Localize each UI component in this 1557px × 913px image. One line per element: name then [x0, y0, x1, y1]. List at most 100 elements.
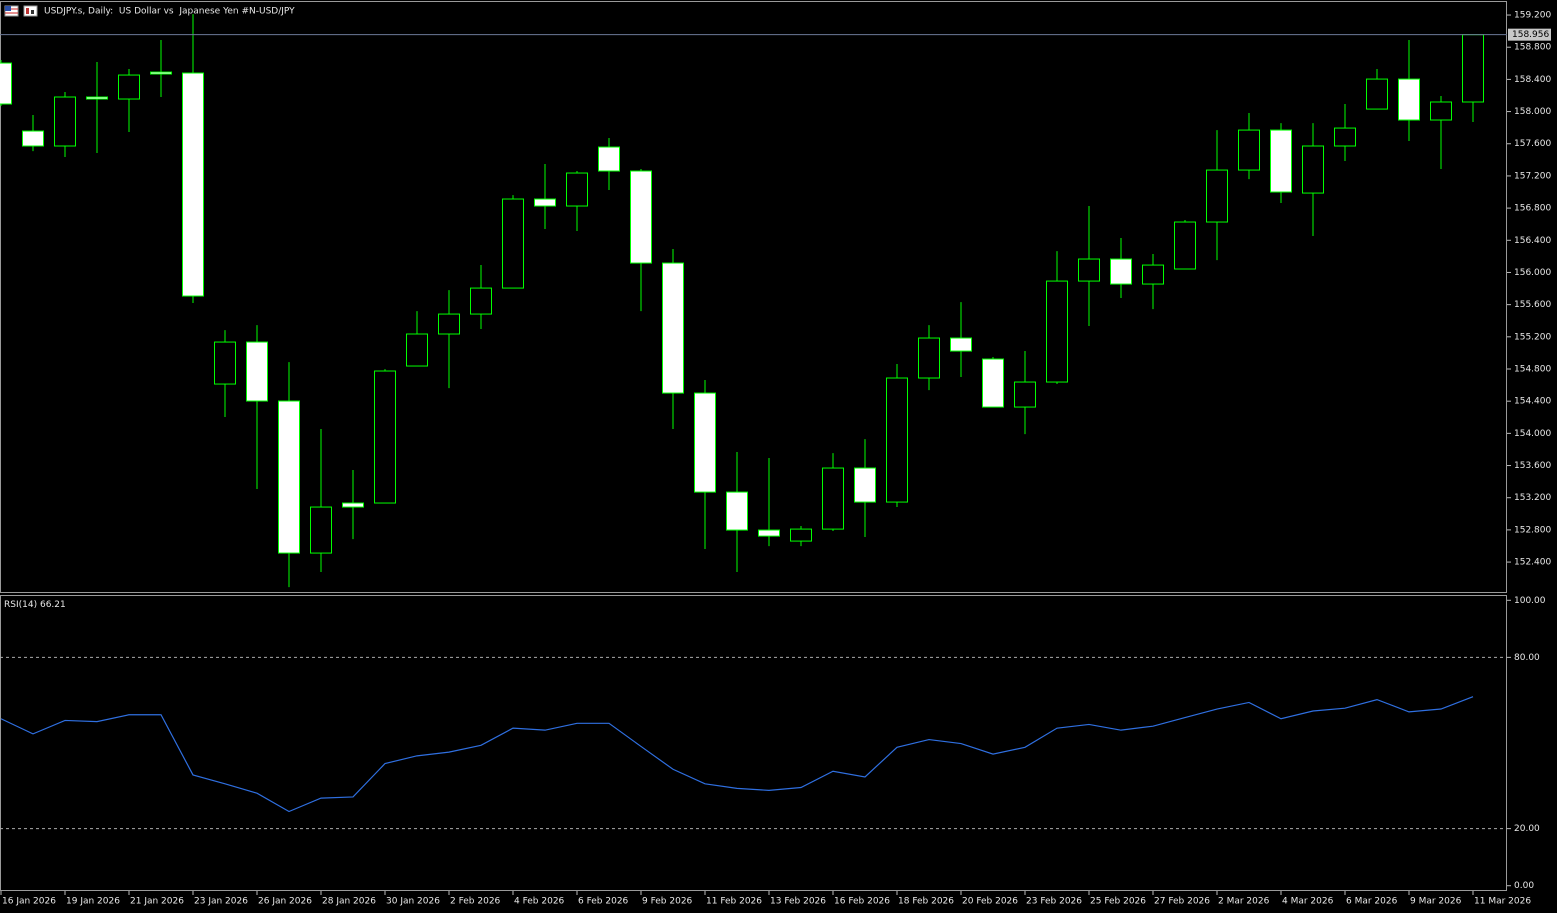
- candle-body: [1174, 221, 1196, 270]
- x-tick-label: 20 Feb 2026: [962, 897, 1018, 907]
- x-tick-label: 28 Jan 2026: [322, 897, 376, 907]
- candle-body: [854, 467, 876, 503]
- candle-body: [246, 341, 268, 402]
- x-tick-label: 9 Feb 2026: [642, 897, 693, 907]
- x-tick-label: 16 Feb 2026: [834, 897, 890, 907]
- main-pane: [0, 14, 1507, 588]
- icon-chart: [23, 5, 38, 17]
- candle-body: [342, 502, 364, 508]
- x-tick-label: 6 Feb 2026: [578, 897, 629, 907]
- x-tick-label: 18 Feb 2026: [898, 897, 954, 907]
- candle-body: [662, 262, 684, 394]
- chart-title: USDJPY.s, Daily: US Dollar vs Japanese Y…: [44, 7, 295, 17]
- candle-body: [1238, 129, 1260, 171]
- rsi-name: RSI(14): [4, 600, 37, 610]
- candle-body: [118, 74, 140, 100]
- candle-body: [534, 198, 556, 207]
- y-tick-label: 156.400: [1514, 236, 1551, 246]
- rsi-title: RSI(14) 66.21: [4, 600, 66, 610]
- main-pane-border: [0, 1, 1507, 593]
- candle-body: [630, 170, 652, 264]
- candle-body: [406, 333, 428, 367]
- candle-body: [1270, 129, 1292, 193]
- y-tick-label: 157.600: [1514, 139, 1551, 149]
- candle-body: [886, 377, 908, 503]
- y-tick-label: 153.200: [1514, 493, 1551, 503]
- candle-body: [1398, 78, 1420, 121]
- icon-chart-bar: [26, 8, 29, 14]
- x-tick-label: 21 Jan 2026: [130, 897, 184, 907]
- x-tick-label: 23 Jan 2026: [194, 897, 248, 907]
- x-tick-label: 23 Feb 2026: [1026, 897, 1082, 907]
- candle-body: [1142, 264, 1164, 285]
- candle-body: [278, 400, 300, 554]
- candle-body: [374, 370, 396, 504]
- x-tick-label: 16 Jan 2026: [2, 897, 56, 907]
- icon-flag-canton: [5, 6, 11, 11]
- candle-body: [598, 146, 620, 172]
- y-tick-label: 20.00: [1514, 824, 1540, 834]
- x-tick-label: 2 Feb 2026: [450, 897, 501, 907]
- y-tick-label: 158.800: [1514, 43, 1551, 53]
- candle-body: [470, 287, 492, 315]
- candle-body: [1046, 280, 1068, 383]
- y-tick-label: 156.000: [1514, 268, 1551, 278]
- candle-body: [790, 528, 812, 542]
- price-label: 158.956: [1512, 30, 1549, 40]
- candle-body: [310, 506, 332, 554]
- candle-body: [982, 358, 1004, 408]
- y-tick-label: 80.00: [1514, 653, 1540, 663]
- y-tick-label: 157.200: [1514, 171, 1551, 181]
- x-tick-label: 13 Feb 2026: [770, 897, 826, 907]
- candle-body: [182, 72, 204, 297]
- y-tick-label: 154.400: [1514, 397, 1551, 407]
- y-tick-label: 154.800: [1514, 365, 1551, 375]
- candle-body: [726, 491, 748, 531]
- candle-body: [150, 71, 172, 75]
- y-tick-label: 152.400: [1514, 558, 1551, 568]
- rsi-line: [0, 696, 1474, 813]
- symbol-icons: [4, 5, 38, 17]
- x-tick-label: 26 Jan 2026: [258, 897, 312, 907]
- candle-body: [1462, 34, 1484, 103]
- candle-body: [214, 341, 236, 385]
- price-label-box: [1508, 28, 1551, 41]
- x-tick-label: 19 Jan 2026: [66, 897, 120, 907]
- candle-body: [86, 96, 108, 100]
- candle-body: [1334, 127, 1356, 147]
- x-tick-label: 25 Feb 2026: [1090, 897, 1146, 907]
- candle-body: [758, 529, 780, 537]
- candle-body: [0, 62, 12, 105]
- y-tick-label: 100.00: [1514, 596, 1546, 606]
- candle-body: [1430, 101, 1452, 121]
- candle-body: [1078, 258, 1100, 282]
- x-tick-label: 9 Mar 2026: [1410, 897, 1462, 907]
- x-tick-label: 6 Mar 2026: [1346, 897, 1398, 907]
- rsi-pane-border: [0, 595, 1507, 891]
- candle-body: [694, 392, 716, 493]
- candle-body: [1206, 169, 1228, 223]
- y-tick-label: 154.000: [1514, 429, 1551, 439]
- y-tick-label: 155.200: [1514, 332, 1551, 342]
- x-tick-label: 11 Mar 2026: [1474, 897, 1531, 907]
- candle-body: [822, 467, 844, 530]
- candle-body: [566, 172, 588, 207]
- candle-body: [1014, 381, 1036, 408]
- candle-body: [438, 313, 460, 335]
- y-tick-label: 156.800: [1514, 204, 1551, 214]
- icon-chart-bar: [31, 10, 34, 14]
- x-tick-label: 2 Mar 2026: [1218, 897, 1270, 907]
- y-tick-label: 158.400: [1514, 75, 1551, 85]
- candle-body: [950, 337, 972, 352]
- candle-body: [54, 96, 76, 147]
- candle-body: [502, 198, 524, 289]
- y-tick-label: 153.600: [1514, 461, 1551, 471]
- y-tick-label: 152.800: [1514, 525, 1551, 535]
- x-tick-label: 4 Mar 2026: [1282, 897, 1334, 907]
- x-tick-label: 27 Feb 2026: [1154, 897, 1210, 907]
- candle-body: [1302, 145, 1324, 194]
- candle-body: [918, 337, 940, 379]
- candle-body: [22, 130, 44, 147]
- axes: 159.200 158.800 158.400 158.000 157.600 157.2…: [0, 11, 1551, 907]
